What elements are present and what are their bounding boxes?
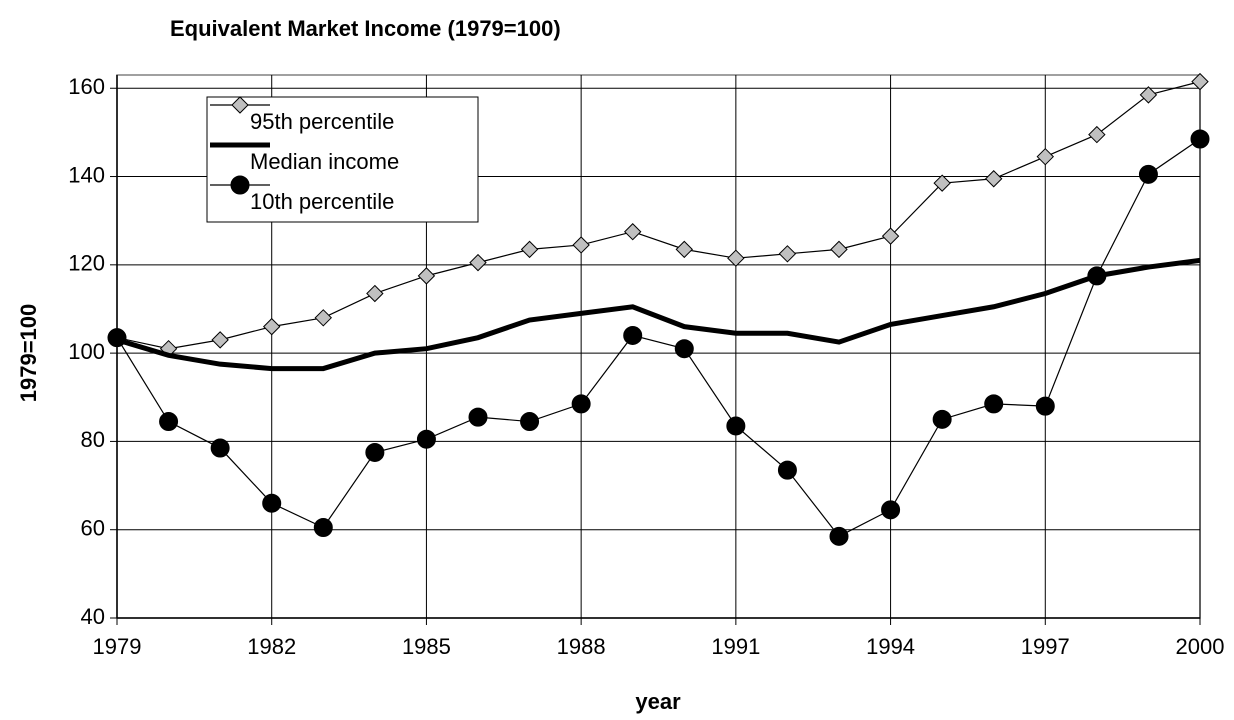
data-point	[520, 412, 540, 432]
data-point	[314, 309, 332, 327]
y-tick-label: 60	[81, 516, 105, 541]
series-line	[116, 257, 1201, 372]
data-point	[777, 460, 797, 480]
data-point	[881, 227, 900, 245]
data-point	[468, 407, 488, 427]
data-point	[571, 394, 591, 414]
data-point	[881, 500, 901, 520]
data-point	[932, 409, 952, 429]
data-point	[262, 493, 282, 513]
data-point	[727, 249, 745, 267]
data-point	[520, 240, 539, 259]
data-point	[1138, 164, 1158, 184]
legend-box	[206, 96, 479, 223]
y-tick-label: 40	[81, 604, 105, 629]
data-point	[829, 526, 849, 546]
legend-label: 10th percentile	[250, 189, 394, 214]
legend-label: Median income	[250, 149, 399, 174]
legend-marker	[230, 175, 250, 195]
data-point	[984, 394, 1004, 414]
data-point	[263, 317, 281, 336]
data-point	[1139, 86, 1158, 104]
data-point	[1035, 396, 1055, 416]
data-point	[416, 429, 436, 449]
series-line	[116, 81, 1201, 350]
data-point	[366, 284, 384, 303]
data-point	[417, 267, 436, 285]
data-point	[365, 442, 385, 462]
x-tick-label: 1988	[557, 634, 606, 659]
x-tick-label: 1994	[866, 634, 915, 659]
data-point	[674, 339, 694, 359]
legend-label: 95th percentile	[250, 109, 394, 134]
chart-title: Equivalent Market Income (1979=100)	[170, 16, 561, 41]
data-point	[624, 223, 642, 241]
data-point	[933, 174, 951, 192]
x-tick-label: 1982	[247, 634, 296, 659]
y-tick-label: 160	[68, 74, 105, 99]
y-tick-label: 80	[81, 427, 105, 452]
x-tick-label: 1985	[402, 634, 451, 659]
x-tick-label: 1979	[93, 634, 142, 659]
x-tick-label: 2000	[1176, 634, 1225, 659]
y-tick-label: 100	[68, 339, 105, 364]
data-point	[985, 170, 1003, 188]
data-point	[623, 325, 643, 345]
data-point	[1088, 125, 1106, 144]
x-tick-label: 1997	[1021, 634, 1070, 659]
data-point	[469, 253, 487, 272]
data-point	[159, 412, 179, 432]
data-point	[778, 245, 797, 263]
y-tick-label: 120	[68, 251, 105, 276]
data-point	[211, 331, 229, 349]
data-point	[1191, 72, 1209, 91]
data-point	[726, 416, 746, 436]
legend-marker	[231, 96, 249, 114]
x-tick-label: 1991	[711, 634, 760, 659]
data-point	[210, 438, 230, 458]
x-axis-label: year	[635, 689, 681, 714]
data-point	[572, 236, 590, 254]
data-point	[1087, 266, 1107, 286]
y-axis-label: 1979=100	[16, 304, 41, 403]
data-point	[313, 518, 333, 537]
series-line	[116, 138, 1201, 538]
data-point	[1190, 129, 1210, 149]
y-tick-label: 140	[68, 162, 105, 187]
data-point	[830, 240, 848, 259]
data-point	[107, 328, 127, 348]
data-point	[675, 240, 693, 259]
data-point	[1036, 147, 1054, 166]
